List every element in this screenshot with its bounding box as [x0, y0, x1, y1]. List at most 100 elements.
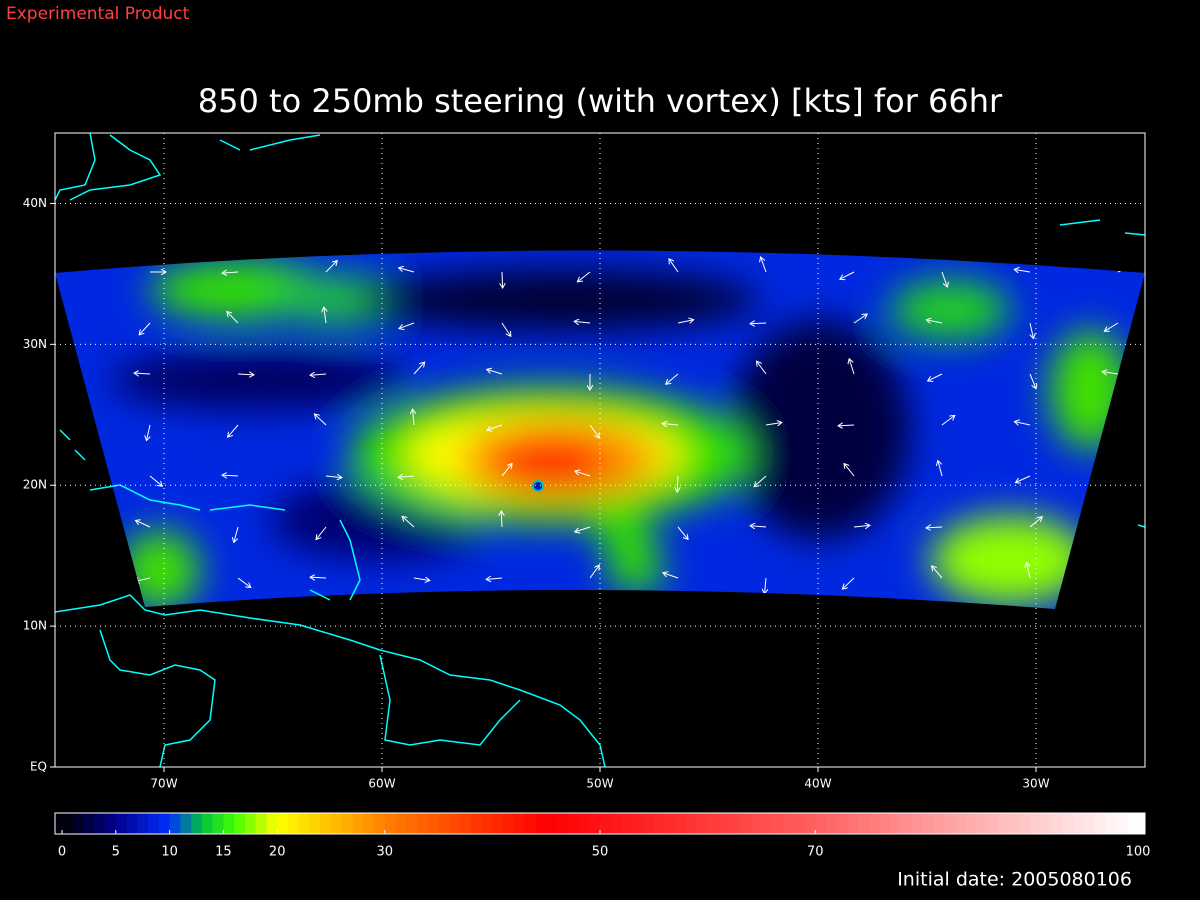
wind-arrow [314, 414, 327, 426]
wind-arrow [1102, 523, 1119, 528]
colorbar-box [331, 813, 343, 834]
wind-arrow [413, 578, 430, 580]
colorbar-box [922, 813, 935, 834]
wind-arrow [1030, 322, 1034, 339]
colorbar-box [1062, 813, 1074, 834]
colorbar-box [729, 813, 741, 834]
colorbar-box [503, 813, 515, 834]
wind-arrow [316, 526, 327, 540]
colorbar-box [1008, 813, 1021, 834]
colorbar-box [1041, 813, 1053, 834]
colorbar-box [955, 813, 967, 834]
colorbar-box [524, 813, 536, 834]
colorbar-box [395, 813, 407, 834]
colorbar-box [384, 813, 397, 834]
wind-arrow [398, 476, 415, 477]
wind-arrow [853, 525, 870, 527]
colorbar-box [653, 813, 666, 834]
colorbar-box [417, 813, 429, 834]
wind-field [55, 250, 1145, 609]
colorbar-box [1094, 813, 1107, 834]
colorbar-box [1019, 813, 1031, 834]
lon-tick-label: 60W [368, 777, 395, 791]
wind-arrow [853, 314, 867, 324]
lat-tick-label: 40N [23, 196, 47, 210]
wind-arrow [234, 526, 239, 542]
colorbar-box [804, 813, 816, 834]
wind-arrow [589, 424, 599, 438]
colorbar-box [664, 813, 676, 834]
wind-arrow [750, 323, 767, 324]
colorbar-box [115, 813, 128, 834]
colorbar-box [912, 813, 924, 834]
wind-arrow [1118, 424, 1121, 441]
colorbar-box [1030, 813, 1042, 834]
colorbar-box [1127, 813, 1146, 834]
wind-arrow [764, 577, 766, 594]
wind-arrow [1117, 475, 1125, 490]
wind-arrow [754, 475, 767, 487]
colorbar-tick-label: 20 [269, 845, 286, 860]
lat-tick-label: EQ [30, 760, 47, 774]
colorbar-box [1073, 813, 1085, 834]
wind-arrow [487, 369, 503, 375]
product-label: Experimental Product [6, 4, 190, 24]
colorbar-box [750, 813, 762, 834]
colorbar-box [470, 813, 483, 834]
colorbar-tick-label: 5 [112, 845, 120, 860]
colorbar-tick-label: 10 [161, 845, 178, 860]
colorbar-box [761, 813, 773, 834]
colorbar-box [427, 813, 440, 834]
colorbar-box [126, 813, 138, 834]
wind-arrow [487, 424, 503, 430]
lat-tick-label: 20N [23, 478, 47, 492]
initial-date: Initial date: 2005080106 [897, 869, 1132, 891]
colorbar-box [600, 813, 612, 834]
lon-tick-label: 70W [150, 777, 177, 791]
colorbar-box [535, 813, 547, 834]
colorbar-box [869, 813, 881, 834]
colorbar-box [546, 813, 558, 834]
wind-arrow [1029, 517, 1042, 528]
colorbar-box [481, 813, 493, 834]
colorbar-tick-label: 100 [1126, 845, 1151, 860]
wind-arrow [501, 322, 511, 336]
colorbar-box [212, 813, 224, 834]
colorbar-box [191, 813, 203, 834]
colorbar-box [374, 813, 386, 834]
colorbar-box [901, 813, 913, 834]
wind-arrow [486, 578, 503, 579]
wind-arrow [838, 425, 855, 426]
colorbar-box [234, 813, 246, 834]
wind-arrow [575, 471, 591, 477]
colorbar-box [83, 813, 95, 834]
colorbar-box [987, 813, 999, 834]
wind-arrow [928, 373, 943, 381]
colorbar-box [492, 813, 504, 834]
colorbar-box [890, 813, 902, 834]
wind-arrow [842, 577, 855, 589]
wind-arrow [849, 359, 855, 375]
colorbar-box [815, 813, 827, 834]
wind-arrow [310, 577, 327, 578]
colorbar-box [847, 813, 859, 834]
colorbar-box [707, 813, 719, 834]
colorbar-box [244, 813, 257, 834]
wind-arrow [1015, 475, 1031, 483]
wind-arrow [663, 573, 679, 579]
colorbar-box [137, 813, 149, 834]
wind-arrow [227, 312, 239, 324]
colorbar-box [94, 813, 106, 834]
colorbar-box [621, 813, 633, 834]
wind-arrow [146, 424, 150, 441]
wind-arrow [501, 511, 502, 528]
wind-arrow [1029, 373, 1036, 389]
wind-arrow [222, 475, 239, 476]
wind-arrow [662, 424, 679, 425]
colorbar-box [836, 813, 848, 834]
wind-arrow [938, 461, 943, 477]
colorbar-box [277, 813, 289, 834]
colorbar-box [825, 813, 838, 834]
wind-arrow [324, 307, 326, 324]
colorbar-box [610, 813, 623, 834]
